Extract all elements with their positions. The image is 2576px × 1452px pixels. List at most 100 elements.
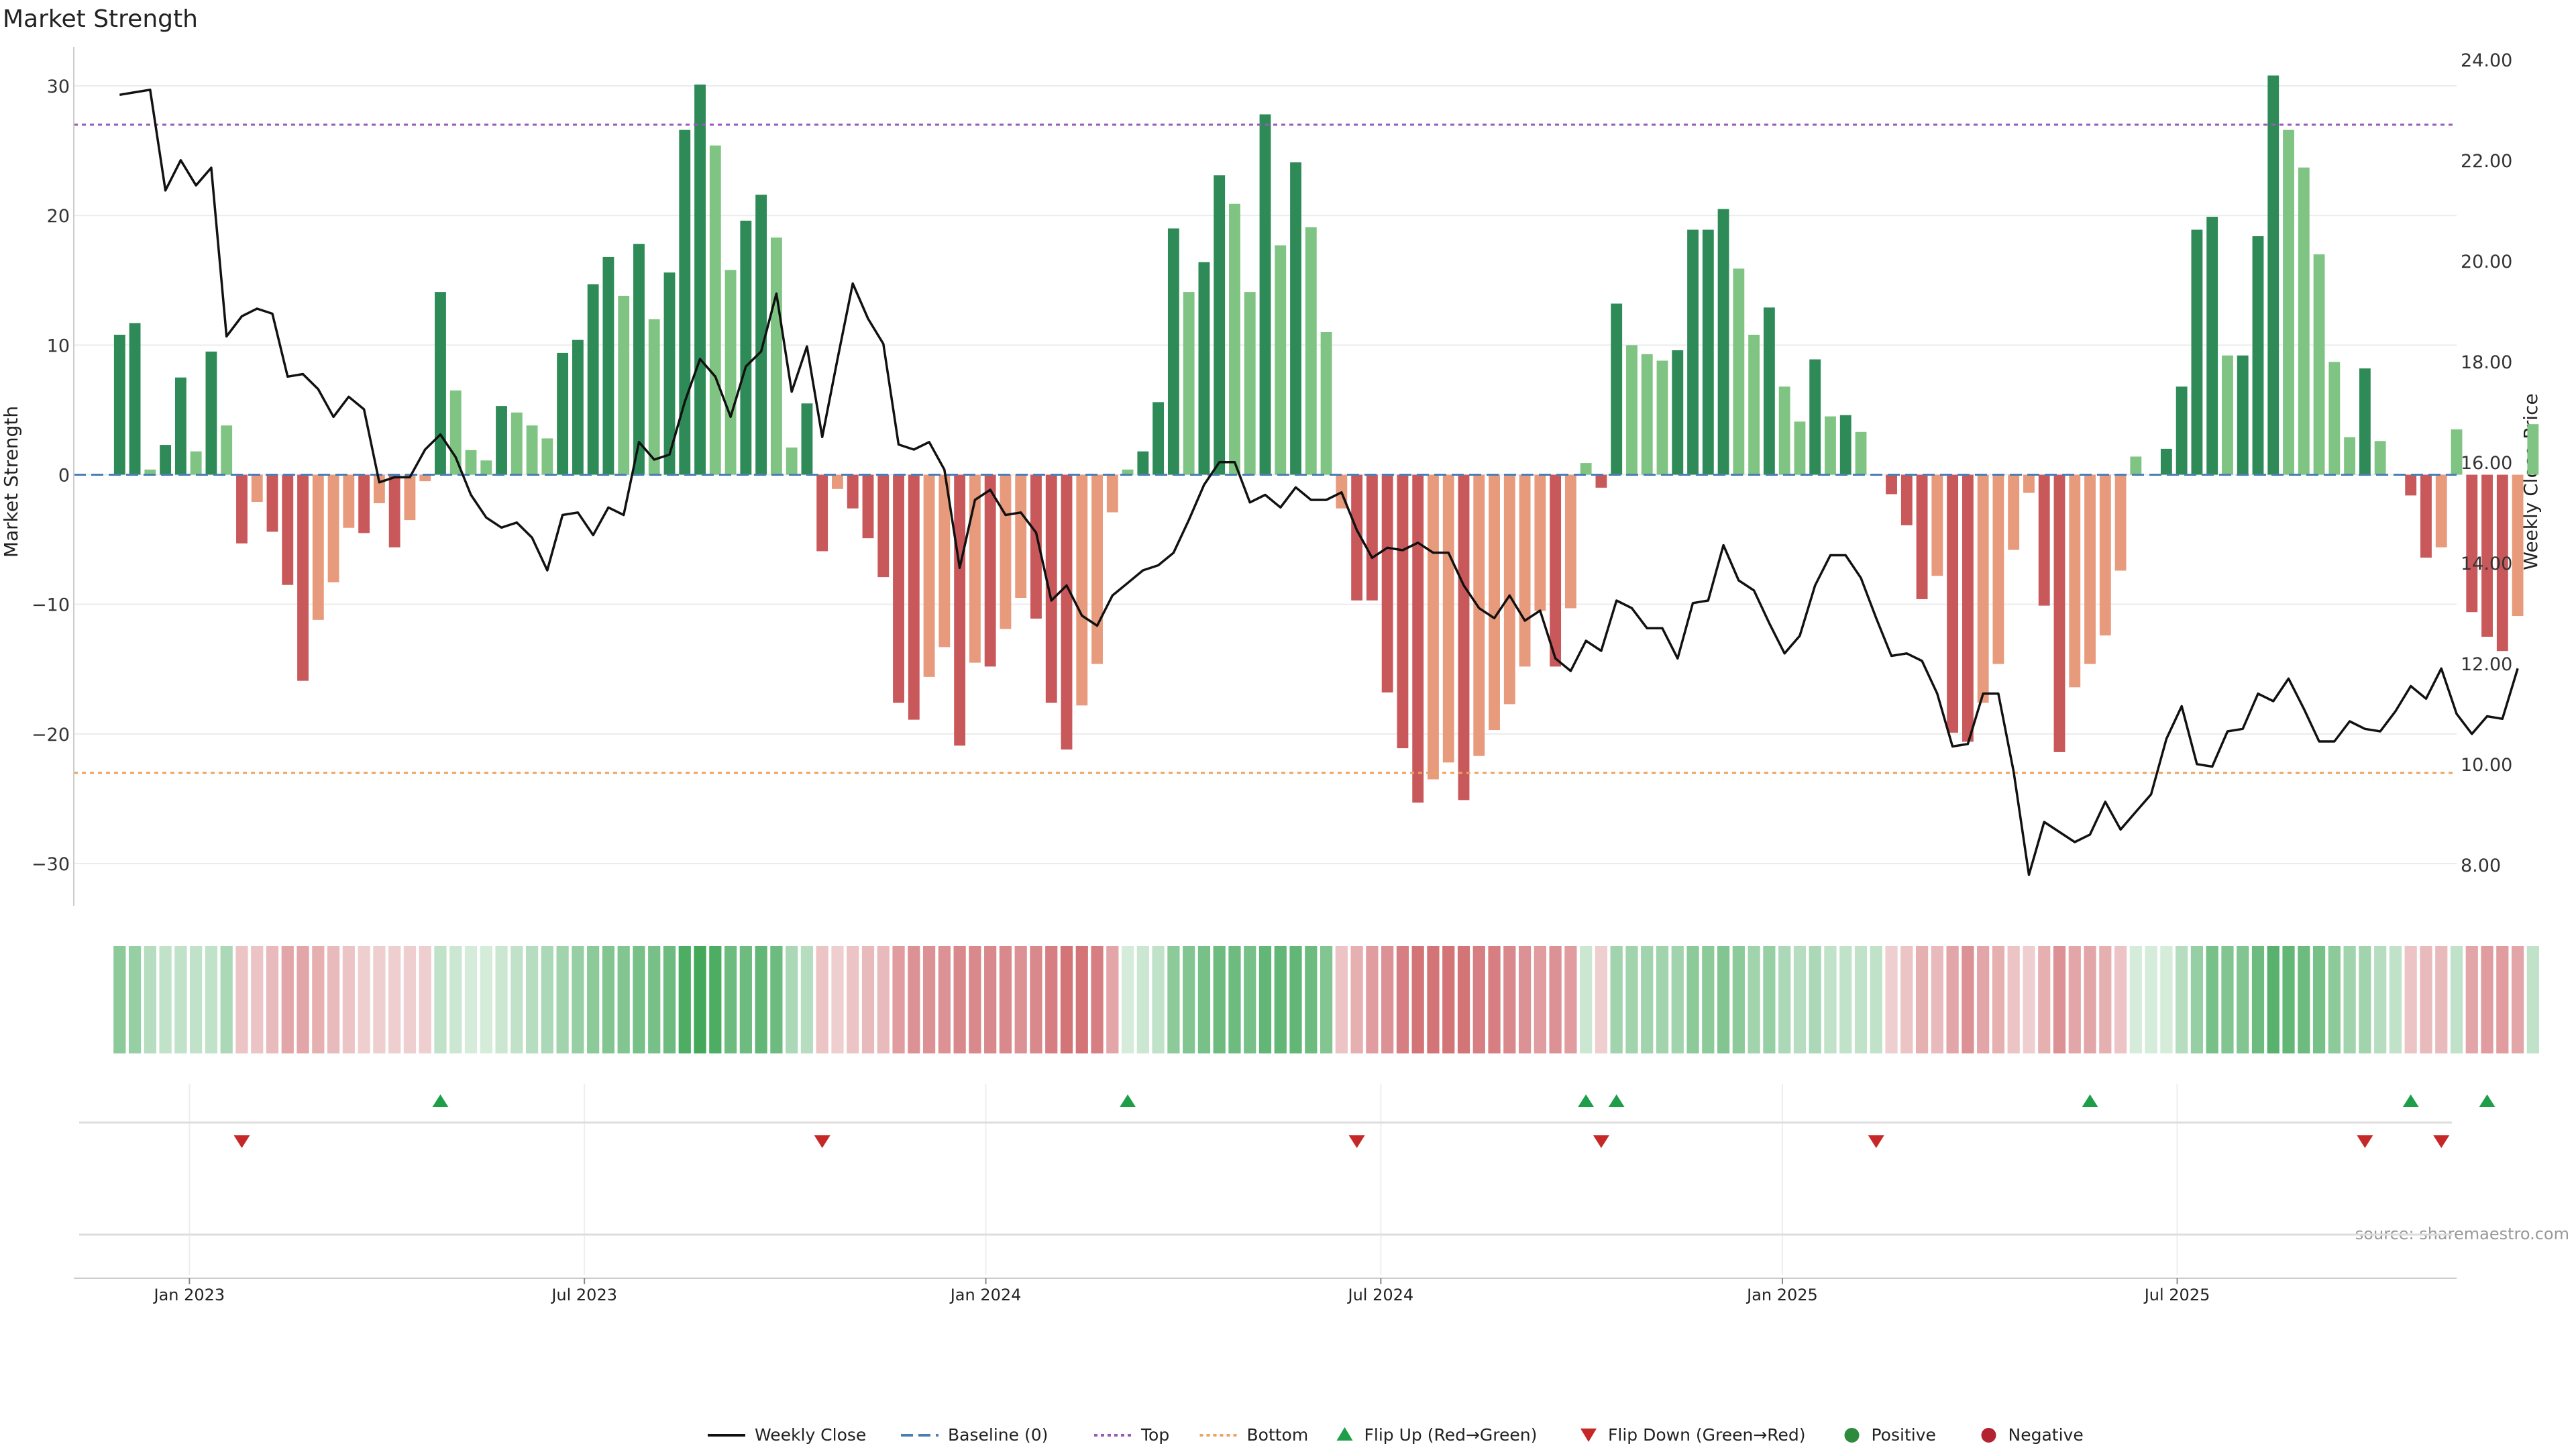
legend-label: Flip Up (Red→Green) (1364, 1425, 1538, 1445)
strength-bar (1076, 474, 1088, 706)
strength-bar (1442, 474, 1454, 763)
strength-bar (1167, 228, 1179, 475)
heatmap-cell (1350, 946, 1363, 1053)
heatmap-cell (1121, 946, 1134, 1053)
strength-bar (1687, 229, 1699, 475)
flip-down-marker (1593, 1135, 1609, 1148)
heatmap-cell (2160, 946, 2173, 1053)
strength-bar (786, 447, 798, 475)
strength-bar (1381, 474, 1393, 693)
strength-bar (1733, 268, 1745, 475)
heatmap-cell (2237, 946, 2249, 1053)
x-tick-label: Jan 2024 (949, 1286, 1022, 1304)
strength-bar (541, 438, 553, 475)
heatmap-cell (2129, 946, 2142, 1053)
legend-label: Negative (2008, 1425, 2084, 1445)
heatmap-cell (1258, 946, 1272, 1053)
strength-bar (770, 237, 782, 475)
heatmap-cell (1641, 946, 1654, 1053)
strength-bar (1534, 474, 1546, 611)
strength-bar (1259, 114, 1271, 475)
strength-bar (2114, 474, 2127, 571)
flip-down-marker (814, 1135, 830, 1148)
heatmap-cell (1732, 946, 1745, 1053)
heatmap-cell (1748, 946, 1760, 1053)
heatmap-cell (922, 946, 936, 1053)
heatmap-cell (2267, 946, 2279, 1053)
flip-up-marker (2402, 1094, 2419, 1107)
strength-bar (160, 445, 172, 475)
strength-bar (2328, 362, 2341, 475)
strength-bar (740, 220, 752, 475)
heatmap-cell (1763, 946, 1776, 1053)
heatmap-cell (1091, 946, 1104, 1053)
strength-bar (1015, 474, 1027, 599)
heatmap-cell (984, 946, 997, 1053)
strength-bar (2359, 368, 2371, 475)
strength-bar (1503, 474, 1515, 705)
heatmap-cell (1274, 946, 1287, 1053)
strength-bar (2206, 217, 2218, 475)
strength-bar (648, 319, 660, 475)
heatmap-cell (877, 946, 890, 1053)
heatmap-cell (1977, 946, 1990, 1053)
strength-bar (144, 469, 156, 475)
heatmap-cell (1595, 946, 1608, 1053)
heatmap-cell (113, 946, 126, 1053)
flip-up-marker (2082, 1094, 2098, 1107)
heatmap-cell (602, 946, 615, 1053)
heatmap-cell (572, 946, 584, 1053)
heatmap-cell (2343, 946, 2356, 1053)
strength-bar (2176, 386, 2188, 475)
strength-bar (1061, 474, 1073, 750)
strength-bar (1672, 350, 1684, 475)
strength-bar (633, 244, 645, 475)
flip-up-marker (2479, 1094, 2496, 1107)
heatmap-cell (251, 946, 264, 1053)
legend-flip-down-swatch (1580, 1429, 1597, 1442)
heatmap-cell (938, 946, 951, 1053)
right-tick-label: 10.00 (2461, 755, 2512, 776)
strength-bar (327, 474, 339, 582)
strength-bar (1030, 474, 1042, 619)
heatmap-cell (2084, 946, 2096, 1053)
heatmap-cell (861, 946, 875, 1053)
heatmap-cell (2465, 946, 2478, 1053)
flip-markers (79, 1084, 2496, 1275)
left-tick-label: 30 (47, 76, 70, 97)
heatmap-cell (908, 946, 920, 1053)
heatmap-cell (2053, 946, 2066, 1053)
strength-bar (2038, 474, 2050, 606)
strength-bar (2512, 474, 2524, 617)
heatmap-cell (1075, 946, 1088, 1053)
heatmap-cell (449, 946, 462, 1053)
strength-bar (1137, 451, 1149, 475)
heatmap-cell (1671, 946, 1684, 1053)
heatmap-cell (1014, 946, 1027, 1053)
strength-bar (1702, 229, 1714, 475)
strength-bar (755, 195, 767, 475)
heatmap-cell (1335, 946, 1348, 1053)
strength-bar (297, 474, 309, 681)
heatmap-cell (1045, 946, 1058, 1053)
heatmap-cell (2068, 946, 2081, 1053)
heatmap-cell (1305, 946, 1318, 1053)
flip-up-marker (1608, 1094, 1625, 1107)
strength-bar (1519, 474, 1531, 667)
strength-bar (908, 474, 920, 720)
heatmap-cell (1717, 946, 1730, 1053)
left-tick-label: 0 (58, 466, 70, 486)
heatmap-cell (1946, 946, 1959, 1053)
strength-bar (1794, 421, 1806, 475)
strength-bar (449, 390, 462, 475)
heatmap-cell (648, 946, 661, 1053)
strength-bar (1122, 469, 1134, 475)
strength-bar (1106, 474, 1118, 513)
heatmap-cell (128, 946, 142, 1053)
strength-bar (190, 451, 202, 475)
strength-bar (343, 474, 355, 528)
strength-bar (2466, 474, 2478, 613)
strength-bar (1183, 292, 1195, 475)
heatmap-cell (755, 946, 767, 1053)
heatmap-cell (786, 946, 798, 1053)
